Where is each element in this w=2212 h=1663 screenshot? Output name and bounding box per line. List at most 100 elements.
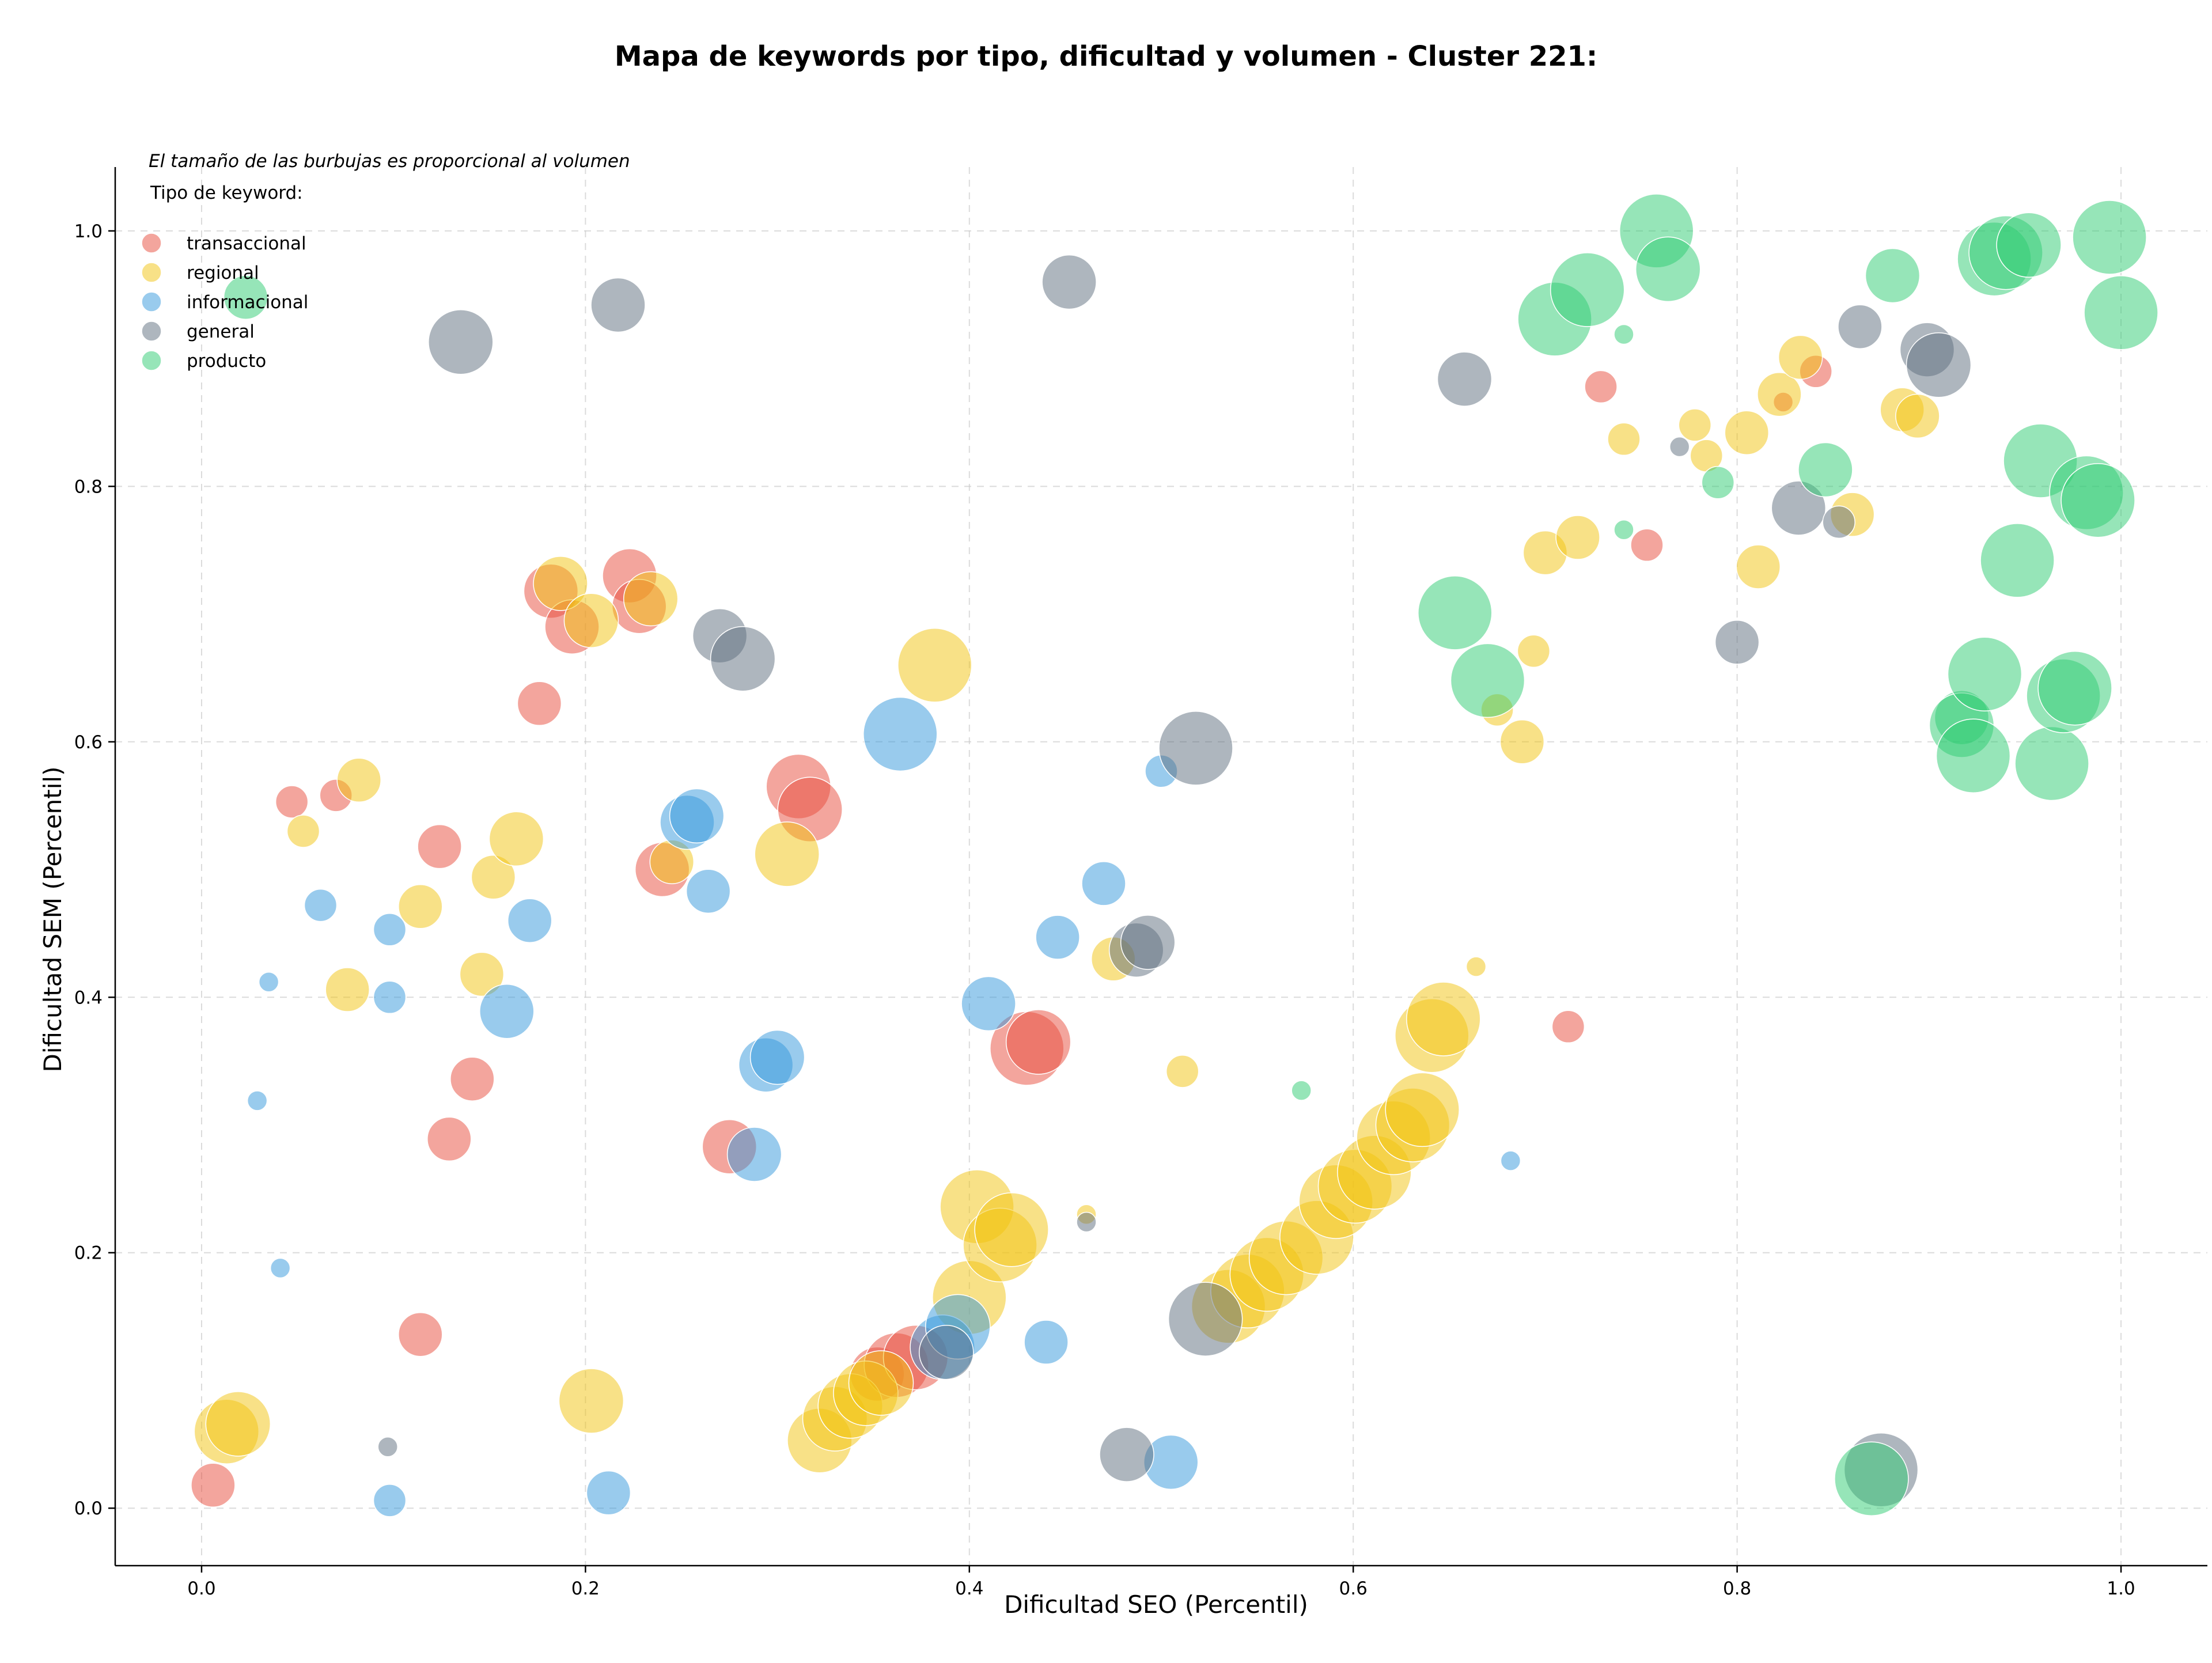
bubble-regional [336,757,381,803]
bubble-regional [286,815,320,848]
bubble-regional [1607,422,1641,456]
y-tick-label: 0.0 [74,1498,103,1519]
legend-label-producto: producto [187,351,266,372]
legend-note: El tamaño de las burbujas es proporciona… [149,151,630,172]
bubble-general [1158,711,1233,786]
bubble-transaccional [517,681,562,726]
bubble-regional [398,884,443,929]
bubble-producto [1291,1080,1312,1101]
bubble-informacional [961,976,1016,1032]
bubble-transaccional [1584,370,1618,404]
legend-label-general: general [187,321,255,342]
bubble-producto [1980,523,2055,598]
bubble-informacional [586,1470,631,1516]
y-tick-label: 0.4 [74,987,103,1008]
bubble-general [1771,480,1827,536]
bubble-transaccional [450,1056,495,1101]
bubble-producto [1550,252,1625,327]
bubble-producto [1418,575,1493,650]
bubble-producto [1450,643,1525,718]
bubble-general [1906,332,1972,398]
bubble-transaccional [398,1312,443,1357]
bubble-producto [1613,324,1634,345]
x-tick-label: 0.6 [1339,1578,1368,1599]
y-tick-label: 0.6 [74,732,103,753]
bubble-transaccional [417,824,462,869]
y-tick-label: 1.0 [74,221,103,242]
bubble-informacional [373,980,407,1014]
bubble-regional [459,952,505,997]
bubble-informacional [258,971,279,993]
legend-title: Tipo de keyword: [150,183,303,203]
bubble-producto [1947,637,2022,712]
bubble-informacional [373,1484,407,1517]
bubble-informacional [479,983,535,1039]
bubble-informacional [247,1090,268,1111]
bubble-regional [1555,515,1600,560]
bubble-general [1168,1282,1243,1357]
bubble-regional [325,967,370,1012]
bubble-regional [558,1368,624,1434]
x-tick-label: 0.2 [571,1578,600,1599]
bubble-regional [754,821,820,887]
bubble-transaccional [275,785,309,819]
bubble-producto [2037,650,2112,726]
bubble-producto [1701,465,1735,499]
legend-label-informacional: informacional [187,292,308,313]
bubble-informacional [669,788,725,844]
bubble-producto [1865,248,1921,304]
bubble-informacional [863,696,938,772]
bubble-general [710,626,776,692]
bubble-informacional [1500,1150,1521,1171]
bubble-regional [1895,393,1940,439]
legend-label-transaccional: transaccional [187,233,306,254]
bubble-regional [623,571,679,627]
y-axis-label: Dificultad SEM (Percentil) [39,767,67,1073]
x-tick-label: 0.0 [187,1578,215,1599]
bubble-transaccional [1630,528,1664,562]
bubble-informacional [726,1127,782,1182]
bubble-general [1714,620,1760,665]
bubble-regional [1406,982,1481,1056]
bubble-informacional [685,869,731,914]
legend-marker-regional [141,262,162,283]
bubble-general [1041,254,1097,310]
legend-marker-producto [141,350,162,371]
bubble-regional [563,593,619,648]
bubble-general [590,277,646,333]
bubble-transaccional [1551,1010,1585,1044]
bubble-regional [897,628,972,703]
bubble-producto [2084,275,2158,350]
y-tick-label: 0.2 [74,1243,103,1264]
bubble-regional [533,556,588,611]
bubble-producto [1635,236,1701,302]
x-tick-label: 0.4 [955,1578,983,1599]
bubble-regional [1678,408,1712,442]
legend-marker-general [141,321,162,342]
bubble-producto [1834,1441,1909,1516]
bubble-informacional [373,913,407,946]
bubble-producto [1798,442,1853,498]
bubble-informacional [270,1257,291,1279]
bubble-regional [1499,719,1545,764]
bubble-general [377,1437,398,1457]
bubble-general [1838,304,1883,349]
legend-marker-informacional [141,291,162,312]
bubble-regional [1736,544,1781,589]
bubble-regional [1517,634,1551,668]
x-axis-label: Dificultad SEO (Percentil) [1004,1590,1308,1619]
bubble-regional [471,855,516,900]
bubble-transaccional [1005,1009,1071,1075]
bubble-informacional [749,1029,805,1085]
bubble-general [919,1324,974,1380]
bubble-regional [1165,1055,1199,1088]
bubble-producto [1936,718,2011,793]
bubble-general [1437,351,1493,407]
bubble-informacional [304,888,338,922]
grid [115,167,2207,1566]
bubble-regional [1465,956,1487,977]
bubble-transaccional [427,1116,472,1162]
bubble-regional [1724,410,1770,455]
bubble-general [1076,1211,1097,1233]
